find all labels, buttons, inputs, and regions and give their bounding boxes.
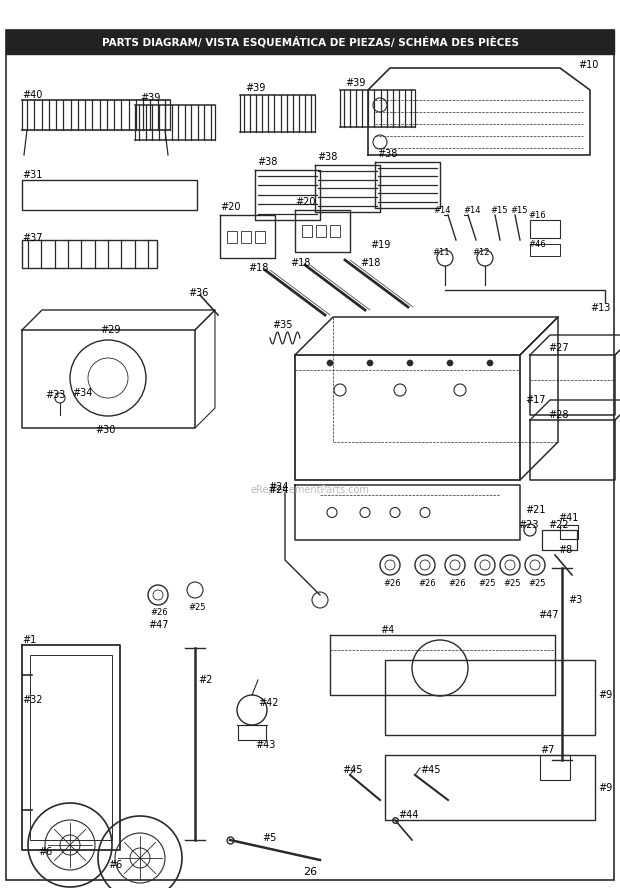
Text: #25: #25 (528, 578, 546, 588)
Text: #38: #38 (317, 152, 337, 162)
Text: #39: #39 (345, 78, 365, 88)
Text: #31: #31 (22, 170, 42, 180)
Text: #8: #8 (558, 545, 572, 555)
Text: #36: #36 (188, 288, 208, 298)
Text: PARTS DIAGRAM/ VISTA ESQUEMÁTICA DE PIEZAS/ SCHÉMA DES PIÈCES: PARTS DIAGRAM/ VISTA ESQUEMÁTICA DE PIEZ… (102, 36, 518, 48)
Text: #2: #2 (198, 675, 213, 685)
Text: #16: #16 (528, 210, 546, 219)
Text: eReplacementParts.com: eReplacementParts.com (250, 485, 370, 495)
Text: #45: #45 (420, 765, 440, 775)
Text: #46: #46 (528, 240, 546, 249)
Text: #9: #9 (598, 783, 613, 793)
Bar (255, 231, 265, 242)
Text: #39: #39 (140, 93, 161, 103)
Circle shape (367, 360, 373, 366)
Text: #38: #38 (257, 157, 277, 167)
Text: #29: #29 (100, 325, 120, 335)
Bar (227, 231, 237, 242)
Text: #9: #9 (598, 690, 613, 700)
Text: #23: #23 (518, 520, 539, 530)
Text: #26: #26 (448, 578, 466, 588)
Text: #42: #42 (258, 698, 278, 708)
Text: #47: #47 (538, 610, 559, 620)
Text: #15: #15 (490, 205, 508, 215)
Text: #25: #25 (478, 578, 495, 588)
Text: #26: #26 (383, 578, 401, 588)
Bar (30, 655, 112, 840)
Text: #45: #45 (342, 765, 363, 775)
Text: #38: #38 (377, 149, 397, 159)
Bar (6, 30, 614, 54)
Text: #28: #28 (548, 410, 569, 420)
Text: #24: #24 (268, 485, 288, 495)
Text: #18: #18 (248, 263, 268, 273)
Text: #15: #15 (510, 205, 528, 215)
Bar (542, 530, 577, 550)
Text: #7: #7 (540, 745, 554, 755)
Bar (241, 231, 251, 242)
Text: #20: #20 (295, 197, 316, 207)
Text: #21: #21 (525, 505, 546, 515)
Text: #10: #10 (578, 60, 598, 70)
Text: #30: #30 (95, 425, 115, 435)
Bar (22, 180, 197, 210)
Text: #41: #41 (558, 513, 578, 523)
Text: #25: #25 (503, 578, 521, 588)
Text: #11: #11 (432, 248, 450, 257)
Text: #47: #47 (148, 620, 169, 630)
Circle shape (407, 360, 413, 366)
Text: #33: #33 (45, 390, 65, 400)
Text: #5: #5 (262, 833, 277, 843)
Text: #14: #14 (433, 205, 451, 215)
Text: #27: #27 (548, 343, 569, 353)
Text: #26: #26 (418, 578, 436, 588)
Text: #12: #12 (472, 248, 490, 257)
Text: #24: #24 (268, 482, 288, 492)
Text: #1: #1 (22, 635, 36, 645)
Text: #34: #34 (72, 388, 92, 398)
Bar (540, 755, 570, 780)
Text: #17: #17 (525, 395, 546, 405)
Text: #13: #13 (590, 303, 610, 313)
Bar (316, 225, 326, 237)
Bar (330, 225, 340, 237)
Bar (385, 755, 595, 820)
Text: #43: #43 (255, 740, 275, 750)
Text: #18: #18 (290, 258, 311, 268)
Text: #4: #4 (380, 625, 394, 635)
Text: #6: #6 (38, 847, 52, 857)
Text: #14: #14 (463, 205, 480, 215)
Text: #3: #3 (568, 595, 582, 605)
Text: #19: #19 (370, 240, 391, 250)
Text: #25: #25 (188, 602, 205, 612)
Bar (560, 525, 578, 539)
Bar (22, 240, 157, 268)
Text: #26: #26 (150, 607, 167, 616)
Text: #18: #18 (360, 258, 381, 268)
Bar (530, 220, 560, 238)
Bar (238, 725, 266, 740)
Text: #37: #37 (22, 233, 43, 243)
Text: #35: #35 (272, 320, 293, 330)
Text: #22: #22 (548, 520, 569, 530)
Circle shape (447, 360, 453, 366)
Bar (530, 244, 560, 256)
Text: #32: #32 (22, 695, 43, 705)
Bar (302, 225, 312, 237)
Bar (385, 660, 595, 735)
Text: #40: #40 (22, 90, 42, 100)
Text: #44: #44 (398, 810, 419, 820)
Text: #6: #6 (108, 860, 122, 870)
Circle shape (487, 360, 493, 366)
Text: 26: 26 (303, 867, 317, 877)
Text: #39: #39 (245, 83, 265, 93)
Circle shape (327, 360, 333, 366)
Text: #20: #20 (220, 202, 241, 212)
